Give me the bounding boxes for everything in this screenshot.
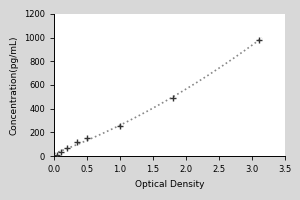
X-axis label: Optical Density: Optical Density bbox=[135, 180, 204, 189]
Y-axis label: Concentration(pg/mL): Concentration(pg/mL) bbox=[9, 35, 18, 135]
